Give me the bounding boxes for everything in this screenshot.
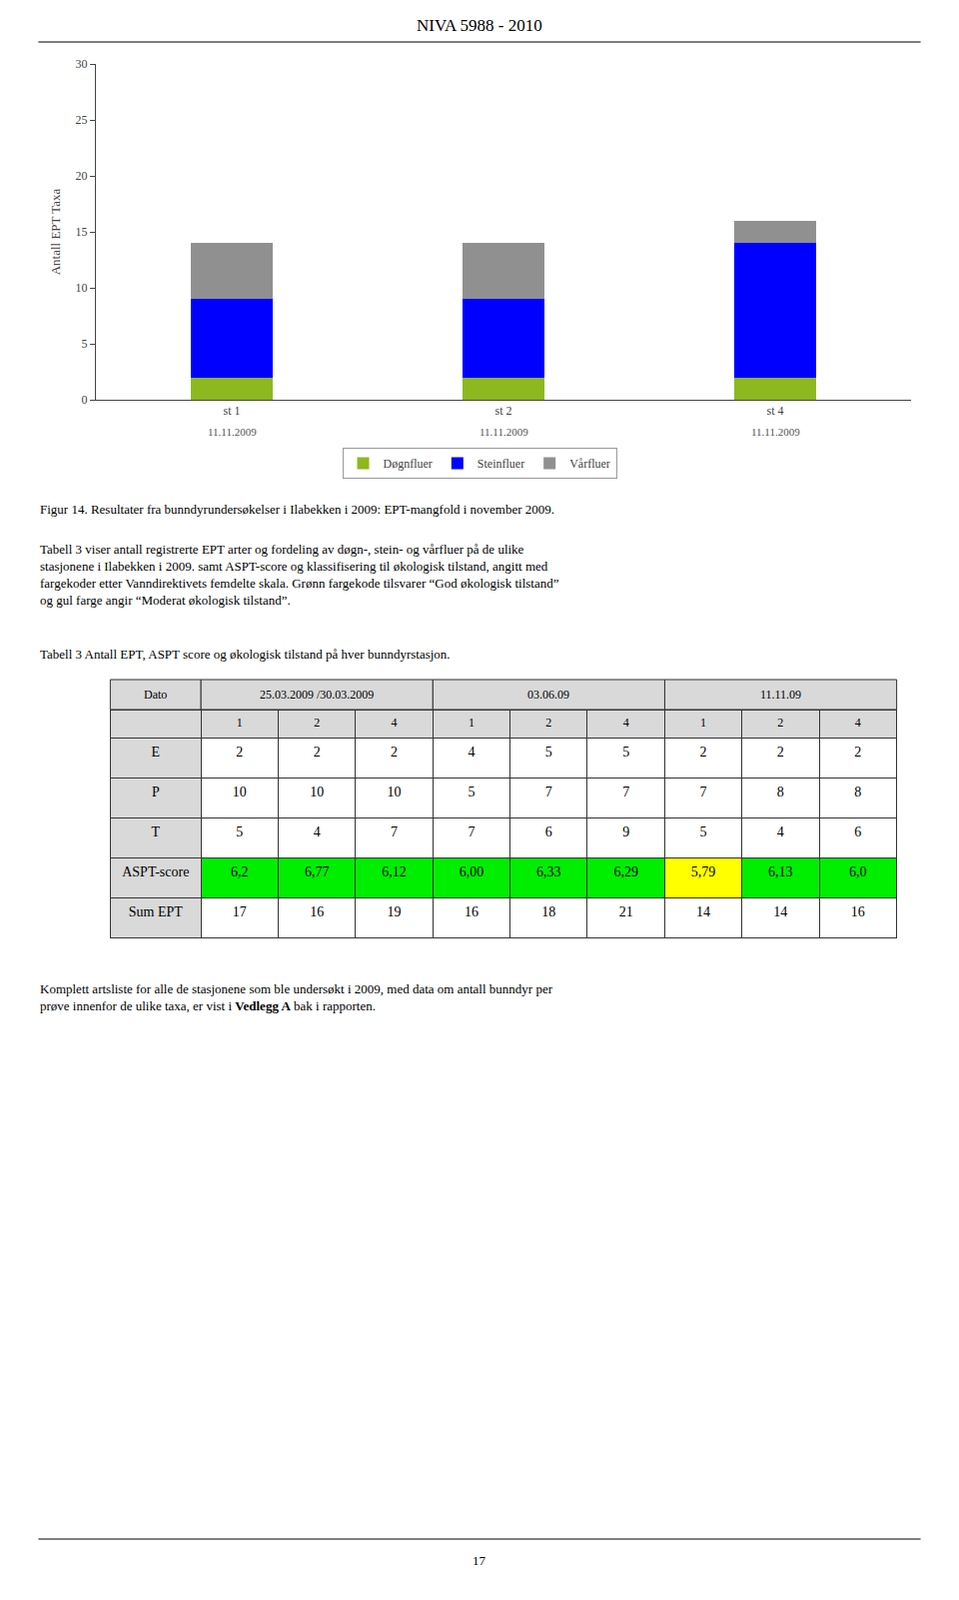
svg-text:6,13: 6,13 <box>768 864 794 880</box>
svg-text:5: 5 <box>622 744 630 760</box>
svg-text:6,0: 6,0 <box>849 864 868 880</box>
svg-text:21: 21 <box>619 904 634 920</box>
svg-text:16: 16 <box>309 904 324 920</box>
svg-text:10: 10 <box>309 784 324 800</box>
svg-text:Dato: Dato <box>143 687 167 702</box>
svg-text:Komplett artsliste for alle de: Komplett artsliste for alle de stasjonen… <box>39 980 554 1013</box>
svg-text:25.03.2009 /30.03.2009: 25.03.2009 /30.03.2009 <box>259 687 374 702</box>
svg-text:2: 2 <box>313 715 320 730</box>
svg-text:4: 4 <box>623 715 630 730</box>
svg-text:11.11.2009: 11.11.2009 <box>751 425 801 438</box>
svg-text:7: 7 <box>467 824 475 840</box>
svg-text:4: 4 <box>391 715 398 730</box>
svg-text:2: 2 <box>700 744 708 760</box>
svg-text:03.06.09: 03.06.09 <box>527 687 570 702</box>
svg-text:6,2: 6,2 <box>230 864 248 880</box>
svg-text:7: 7 <box>390 824 398 840</box>
svg-text:Sum EPT: Sum EPT <box>128 904 184 920</box>
svg-text:Steinfluer: Steinfluer <box>477 456 525 471</box>
svg-text:14: 14 <box>696 904 711 920</box>
svg-text:5: 5 <box>545 744 553 760</box>
svg-text:10: 10 <box>75 280 88 295</box>
svg-text:16: 16 <box>851 904 866 920</box>
svg-text:11.11.2009: 11.11.2009 <box>207 425 257 438</box>
svg-text:19: 19 <box>387 904 402 920</box>
svg-text:Antall EPT Taxa: Antall EPT Taxa <box>47 187 63 275</box>
svg-text:st 2: st 2 <box>494 403 512 418</box>
svg-text:4: 4 <box>855 715 862 730</box>
svg-text:st 1: st 1 <box>222 403 240 418</box>
svg-text:0: 0 <box>81 392 88 407</box>
svg-text:11.11.2009: 11.11.2009 <box>479 425 529 438</box>
svg-text:5: 5 <box>235 824 243 840</box>
svg-text:17: 17 <box>232 904 247 920</box>
svg-text:ASPT-score: ASPT-score <box>121 864 189 880</box>
svg-text:6,00: 6,00 <box>459 864 485 880</box>
svg-text:8: 8 <box>854 784 862 800</box>
svg-text:30: 30 <box>75 56 88 71</box>
svg-text:2: 2 <box>545 715 552 730</box>
svg-text:16: 16 <box>464 904 479 920</box>
svg-text:1: 1 <box>236 715 243 730</box>
svg-text:NIVA 5988 - 2010: NIVA 5988 - 2010 <box>416 15 543 35</box>
svg-text:18: 18 <box>541 904 556 920</box>
svg-text:1: 1 <box>700 715 707 730</box>
svg-text:4: 4 <box>467 744 475 760</box>
svg-text:6,77: 6,77 <box>304 864 330 880</box>
svg-text:P: P <box>151 784 160 800</box>
svg-text:7: 7 <box>545 784 553 800</box>
svg-text:2: 2 <box>313 744 321 760</box>
svg-text:7: 7 <box>700 784 708 800</box>
svg-text:4: 4 <box>313 824 321 840</box>
svg-text:2: 2 <box>777 744 785 760</box>
svg-text:1: 1 <box>468 715 475 730</box>
svg-text:5: 5 <box>467 784 475 800</box>
svg-text:6,12: 6,12 <box>381 864 407 880</box>
svg-text:10: 10 <box>232 784 247 800</box>
svg-text:5: 5 <box>700 824 708 840</box>
svg-text:Figur 14. Resultater fra bunnd: Figur 14. Resultater fra bunndyrundersøk… <box>39 501 555 517</box>
svg-text:E: E <box>151 744 161 760</box>
svg-text:25: 25 <box>75 112 88 127</box>
svg-text:11.11.09: 11.11.09 <box>760 687 802 702</box>
svg-text:5,79: 5,79 <box>691 864 717 880</box>
svg-text:8: 8 <box>777 784 785 800</box>
svg-text:17: 17 <box>472 1552 487 1568</box>
svg-text:9: 9 <box>622 824 630 840</box>
svg-text:Tabell 3 viser antall registre: Tabell 3 viser antall registrerte EPT ar… <box>39 541 560 608</box>
svg-text:14: 14 <box>773 904 788 920</box>
svg-text:Døgnfluer: Døgnfluer <box>383 456 433 471</box>
svg-text:10: 10 <box>387 784 402 800</box>
svg-text:Tabell 3 Antall EPT, ASPT scor: Tabell 3 Antall EPT, ASPT score og økolo… <box>39 646 451 662</box>
svg-text:7: 7 <box>622 784 630 800</box>
svg-text:2: 2 <box>390 744 398 760</box>
svg-text:2: 2 <box>854 744 862 760</box>
svg-text:2: 2 <box>777 715 784 730</box>
svg-text:Vårfluer: Vårfluer <box>569 456 611 471</box>
svg-text:6,29: 6,29 <box>613 864 639 880</box>
svg-text:2: 2 <box>235 744 243 760</box>
svg-text:15: 15 <box>75 224 88 239</box>
svg-text:6: 6 <box>854 824 862 840</box>
svg-text:6,33: 6,33 <box>536 864 562 880</box>
svg-text:st 4: st 4 <box>766 403 784 418</box>
svg-text:6: 6 <box>545 824 553 840</box>
svg-text:4: 4 <box>777 824 785 840</box>
svg-text:20: 20 <box>75 168 88 183</box>
svg-text:5: 5 <box>81 336 88 351</box>
svg-text:T: T <box>151 824 161 840</box>
